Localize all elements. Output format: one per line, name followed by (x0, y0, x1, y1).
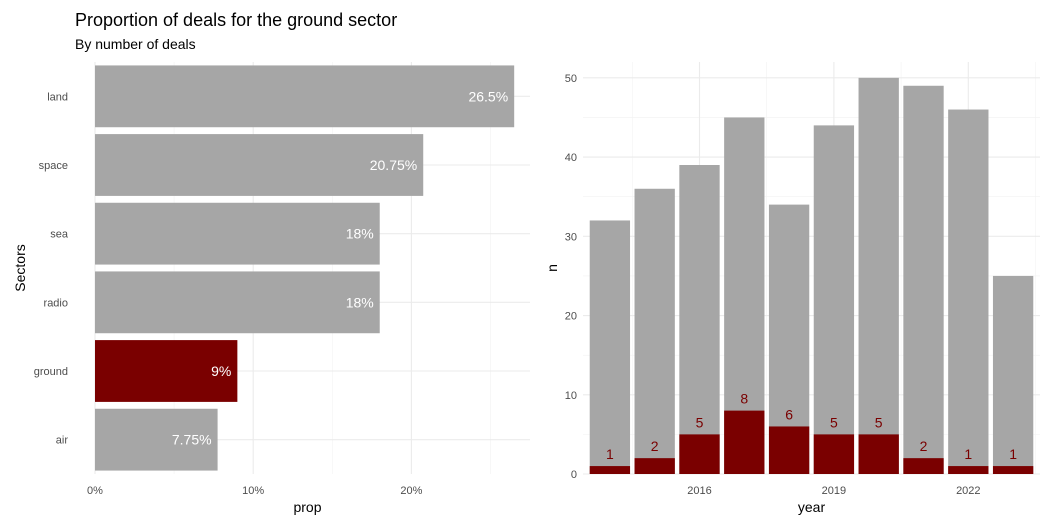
x-tick-label: 20% (400, 485, 422, 497)
bar-total-2021 (903, 85, 944, 475)
bar-value-label: 5 (696, 414, 704, 430)
bar-space (95, 134, 424, 196)
y-tick-label: 40 (565, 152, 577, 164)
bar-total-2014 (589, 220, 631, 474)
bar-total-2019 (813, 125, 855, 474)
bar-ground (95, 340, 238, 402)
bar-air (95, 408, 218, 471)
bar-total-2020 (858, 77, 899, 474)
y-tick-label: air (56, 435, 69, 447)
x-tick-label: 2016 (687, 485, 711, 497)
y-tick-label: land (47, 91, 68, 103)
y-tick-label: radio (44, 297, 68, 309)
bar-ground-2016 (679, 434, 720, 474)
x-axis-title: year (798, 499, 826, 515)
bar-total-2015 (634, 188, 675, 474)
chart-subtitle: By number of deals (75, 36, 196, 52)
bar-total-2016 (679, 165, 720, 474)
bar-value-label: 9% (211, 363, 231, 379)
y-tick-label: space (39, 160, 68, 172)
bar-value-label: 8 (740, 391, 748, 407)
bar-value-label: 2 (651, 438, 659, 454)
bar-value-label: 5 (830, 414, 838, 430)
bar-value-label: 7.75% (172, 432, 212, 448)
bar-ground-2021 (903, 458, 944, 474)
bar-value-label: 5 (875, 414, 883, 430)
y-tick-label: 20 (565, 311, 577, 323)
x-tick-label: 10% (242, 485, 264, 497)
bar-ground-2022 (948, 466, 989, 474)
y-tick-label: 30 (565, 231, 577, 243)
bar-total-2022 (948, 109, 989, 475)
bar-radio (95, 271, 380, 334)
y-axis-title: Sectors (12, 244, 28, 291)
chart-title: Proportion of deals for the ground secto… (75, 10, 398, 30)
bar-sea (95, 202, 380, 265)
x-tick-label: 0% (87, 485, 103, 497)
y-axis-title: n (544, 264, 560, 272)
bar-value-label: 2 (920, 438, 928, 454)
y-tick-label: ground (34, 366, 68, 378)
bar-ground-2015 (634, 458, 675, 474)
bar-value-label: 20.75% (370, 157, 417, 173)
bar-value-label: 6 (785, 406, 793, 422)
y-tick-label: sea (50, 229, 69, 241)
y-tick-label: 0 (571, 469, 577, 481)
x-axis-title: prop (293, 499, 321, 515)
bar-ground-2023 (992, 466, 1034, 474)
y-tick-label: 10 (565, 390, 577, 402)
bar-ground-2020 (858, 434, 899, 474)
bar-ground-2014 (589, 466, 631, 474)
bar-ground-2019 (813, 434, 855, 474)
bar-value-label: 18% (346, 226, 374, 242)
bar-total-2023 (992, 275, 1034, 474)
bar-value-label: 1 (964, 446, 972, 462)
bar-ground-2017 (724, 410, 765, 474)
bar-value-label: 1 (1009, 446, 1017, 462)
bar-ground-2018 (768, 426, 810, 474)
bar-land (95, 65, 515, 128)
y-tick-label: 50 (565, 73, 577, 85)
bar-value-label: 18% (346, 294, 374, 310)
bar-value-label: 1 (606, 446, 614, 462)
bar-value-label: 26.5% (468, 88, 508, 104)
x-tick-label: 2022 (956, 485, 980, 497)
x-tick-label: 2019 (822, 485, 846, 497)
